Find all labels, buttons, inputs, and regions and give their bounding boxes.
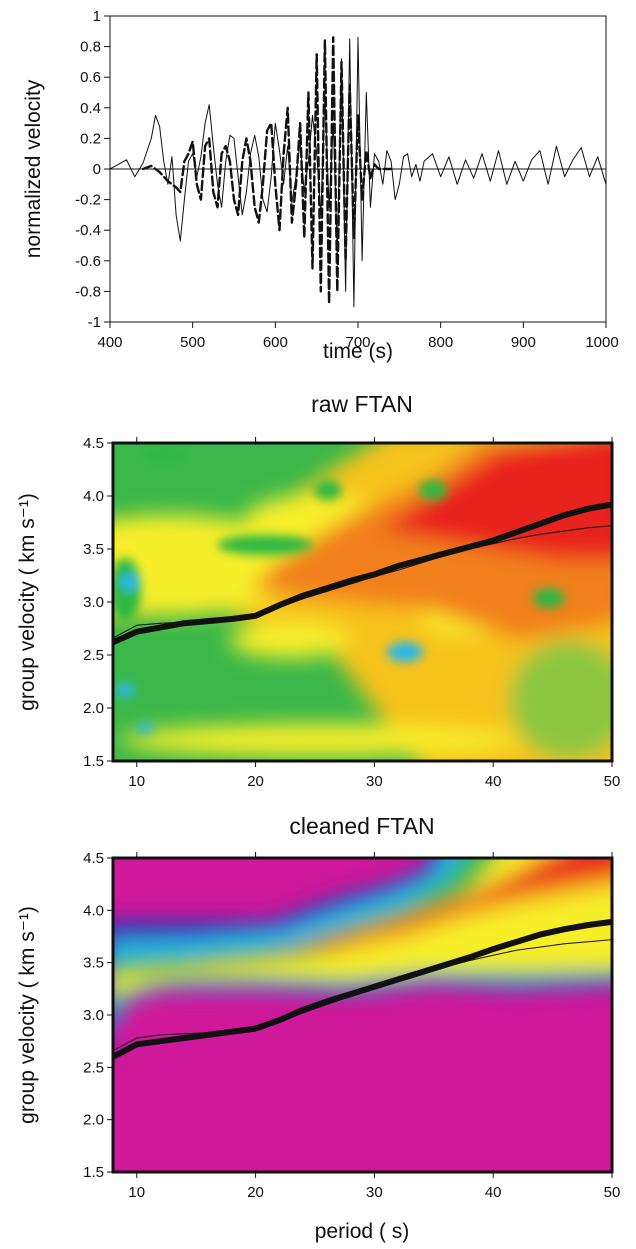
- raw-ftan-xtick-label: 40: [485, 773, 502, 790]
- raw-ftan-ylabel: group velocity ( km s⁻¹): [16, 493, 39, 711]
- seismogram-ytick-label: 0.6: [80, 69, 101, 86]
- raw-ftan-ytick-label: 4.5: [83, 435, 104, 452]
- cleaned-ftan-ytick-label: 3.0: [83, 1007, 104, 1024]
- cleaned-ftan-heatmap: [113, 858, 612, 1172]
- cleaned-ftan-ytick-label: 3.5: [83, 955, 104, 972]
- seismogram-ytick-label: -0.4: [75, 222, 101, 239]
- cleaned-ftan-ytick-label: 2.0: [83, 1112, 104, 1129]
- seismogram-panel: time (s) normalized velocity: [22, 15, 607, 363]
- raw-ftan-ytick-label: 2.0: [83, 700, 104, 717]
- seismogram-ytick-label: -0.8: [75, 283, 101, 300]
- raw-ftan-ytick-label: 4.0: [83, 488, 104, 505]
- seismogram-ytick-label: 0.2: [80, 130, 101, 147]
- raw-ftan-title: raw FTAN: [311, 391, 413, 417]
- seismogram-xtick-label: 1000: [585, 334, 618, 351]
- seismogram-ytick-label: 1: [93, 8, 101, 25]
- cleaned-ftan-ylabel: group velocity ( km s⁻¹): [16, 906, 39, 1124]
- raw-ftan-xtick-label: 30: [366, 773, 383, 790]
- seismogram-ylabel: normalized velocity: [22, 79, 45, 258]
- seismogram-ytick-label: -1: [88, 314, 101, 331]
- cleaned-ftan-ytick-label: 4.5: [83, 850, 104, 867]
- seismogram-ytick-label: -0.6: [75, 253, 101, 270]
- seismogram-xtick-label: 800: [428, 334, 453, 351]
- seismogram-xtick-label: 500: [180, 334, 205, 351]
- cleaned-ftan-xtick-label: 50: [604, 1184, 621, 1201]
- seismogram-xlabel: time (s): [323, 340, 393, 363]
- seismogram-series-1: [110, 36, 606, 308]
- seismogram-ytick-label: 0.8: [80, 39, 101, 56]
- raw-ftan-xtick-label: 20: [247, 773, 264, 790]
- cleaned-ftan-xtick-label: 30: [366, 1184, 383, 1201]
- cleaned-ftan-xtick-label: 10: [128, 1184, 145, 1201]
- cleaned-ftan-series-1: [113, 918, 612, 1060]
- seismogram-series-2: [141, 36, 393, 305]
- raw-ftan-series-2: [113, 525, 612, 639]
- seismogram-xtick-label: 400: [97, 334, 122, 351]
- raw-ftan-series-1: [113, 501, 612, 646]
- cleaned-ftan-ytick-label: 1.5: [83, 1164, 104, 1181]
- seismogram-xtick-label: 600: [263, 334, 288, 351]
- seismogram-ytick-label: -0.2: [75, 192, 101, 209]
- cleaned-ftan-ytick-label: 2.5: [83, 1059, 104, 1076]
- cleaned-ftan-title: cleaned FTAN: [289, 813, 434, 839]
- raw-ftan-xtick-label: 10: [128, 773, 145, 790]
- raw-ftan-ytick-label: 3.0: [83, 594, 104, 611]
- seismogram-ytick-label: 0.4: [80, 100, 101, 117]
- cleaned-ftan-xtick-label: 40: [485, 1184, 502, 1201]
- cleaned-ftan-panel: cleaned FTAN group velocity ( km s⁻¹) pe…: [16, 813, 614, 1243]
- raw-ftan-panel: raw FTAN: [16, 391, 614, 763]
- raw-ftan-heatmap: [113, 443, 612, 761]
- seismogram-ytick-label: 0: [93, 161, 101, 178]
- raw-ftan-ytick-label: 3.5: [83, 541, 104, 558]
- cleaned-ftan-xtick-label: 20: [247, 1184, 264, 1201]
- seismogram-xtick-label: 700: [345, 334, 370, 351]
- cleaned-ftan-xlabel: period ( s): [315, 1220, 410, 1243]
- seismogram-xtick-label: 900: [511, 334, 536, 351]
- raw-ftan-xtick-label: 50: [604, 773, 621, 790]
- cleaned-ftan-ytick-label: 4.0: [83, 902, 104, 919]
- raw-ftan-ytick-label: 1.5: [83, 753, 104, 770]
- cleaned-ftan-series-2: [113, 939, 612, 1052]
- raw-ftan-ytick-label: 2.5: [83, 647, 104, 664]
